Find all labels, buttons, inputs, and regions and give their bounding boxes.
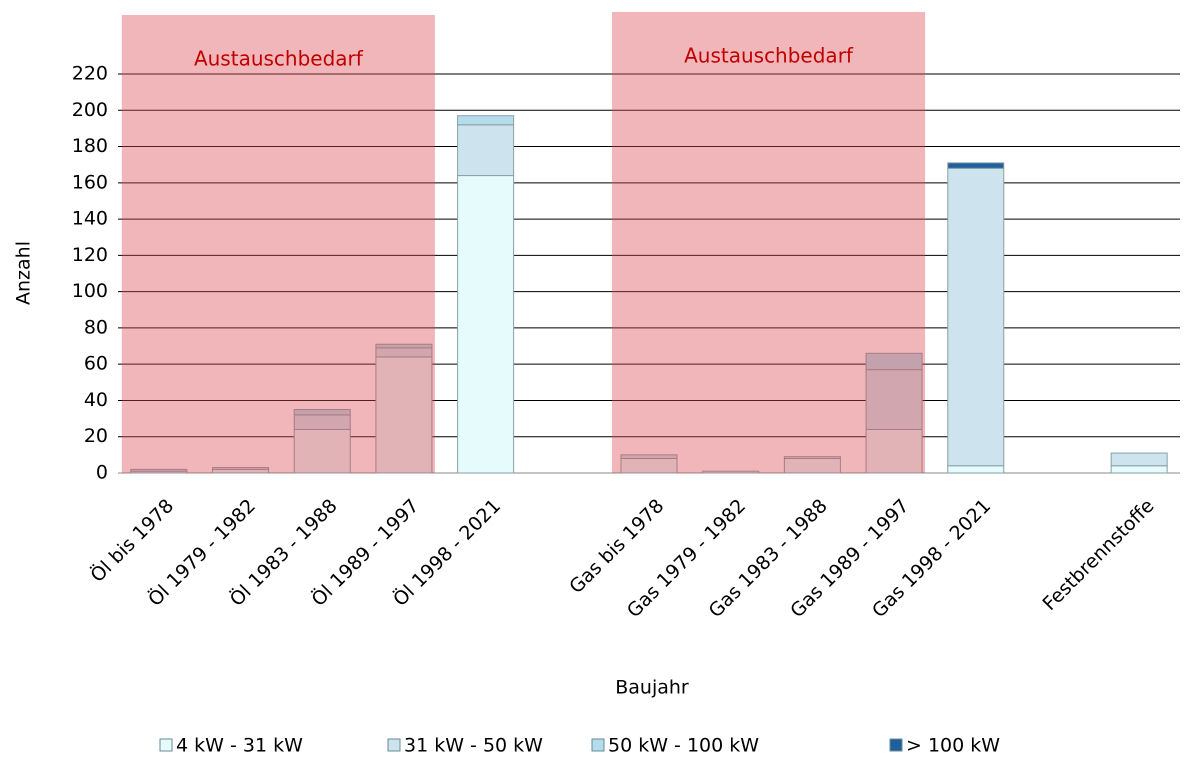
y-tick-label: 20	[84, 425, 108, 447]
y-tick-label: 140	[72, 208, 108, 230]
highlight-region	[121, 15, 435, 473]
y-axis-label: Anzahl	[13, 241, 35, 305]
bar-segment	[947, 167, 1005, 467]
x-tick-label: Öl bis 1978	[86, 494, 179, 587]
bar-segment	[1110, 465, 1168, 474]
bar-segment	[293, 428, 351, 474]
bar-segment	[375, 343, 433, 349]
legend-swatch	[159, 738, 173, 752]
highlight-region	[612, 12, 926, 473]
y-tick-label: 120	[72, 244, 108, 266]
bar-segment	[457, 115, 515, 126]
y-tick-label: 60	[84, 353, 108, 375]
y-tick-label: 100	[72, 280, 108, 302]
bar-segment	[457, 175, 515, 474]
bar-segment	[702, 470, 760, 474]
y-tick-label: 200	[72, 99, 108, 121]
y-tick-label: 0	[96, 462, 108, 484]
y-tick-label: 220	[72, 63, 108, 85]
bar-segment	[947, 465, 1005, 474]
bar-segment	[293, 409, 351, 416]
bar-segment	[865, 352, 923, 371]
y-tick-label: 180	[72, 135, 108, 157]
x-axis-label: Baujahr	[615, 677, 689, 699]
bar-segment	[947, 162, 1005, 169]
bar-segment	[457, 124, 515, 177]
y-tick-label: 80	[84, 316, 108, 338]
legend-label: > 100 kW	[906, 735, 1000, 757]
bar-segment	[865, 369, 923, 430]
bar-segment	[212, 467, 270, 470]
annotation: Austauschbedarf	[684, 44, 854, 68]
bar-segment	[865, 428, 923, 474]
legend-label: 31 kW - 50 kW	[404, 735, 543, 757]
bar-segment	[783, 456, 841, 459]
x-tick-label: Festbrennstoffe	[1038, 495, 1158, 615]
bar-segment	[1110, 452, 1168, 467]
bar-segment	[620, 454, 678, 459]
y-tick-label: 160	[72, 171, 108, 193]
bar-segment	[130, 468, 188, 472]
legend-swatch	[591, 738, 605, 752]
annotation: Austauschbedarf	[194, 47, 364, 71]
legend-swatch	[889, 738, 903, 752]
bar-segment	[375, 356, 433, 474]
legend-swatch	[387, 738, 401, 752]
legend-label: 4 kW - 31 kW	[176, 735, 303, 757]
legend-label: 50 kW - 100 kW	[608, 735, 759, 757]
y-tick-label: 40	[84, 389, 108, 411]
